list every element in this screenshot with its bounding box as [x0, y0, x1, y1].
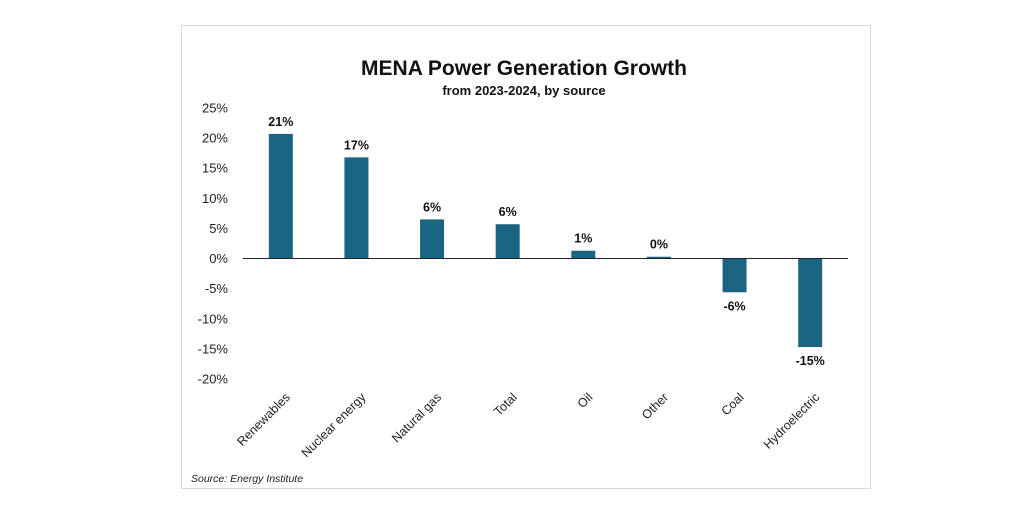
data-label: 17% [344, 138, 369, 152]
data-label: -6% [723, 299, 745, 313]
category-label: Coal [719, 390, 747, 418]
chart-subtitle: from 2023-2024, by source [442, 83, 605, 98]
y-tick-label: 10% [202, 191, 228, 206]
chart-title: MENA Power Generation Growth [361, 57, 687, 80]
bar [798, 258, 823, 348]
bars [268, 133, 823, 348]
y-tick-label: 20% [202, 131, 228, 146]
bar [495, 224, 520, 259]
category-label: Nuclear energy [299, 390, 369, 460]
category-label: Renewables [234, 390, 293, 449]
data-labels: 21% 17% 6% 6% 1% 0% -6% -15% [268, 115, 824, 368]
category-label: Natural gas [389, 390, 444, 445]
bar [420, 219, 445, 259]
category-label: Other [639, 390, 671, 422]
data-label: 0% [650, 238, 668, 252]
category-labels: Renewables Nuclear energy Natural gas Total… [234, 390, 822, 460]
y-tick-label: -10% [198, 311, 229, 326]
bar [722, 258, 747, 293]
y-tick-label: -5% [205, 281, 229, 296]
bar [268, 133, 293, 259]
y-axis-ticks: 25% 20% 15% 10% 5% 0% -5% -10% -15% -20% [198, 101, 229, 387]
bar [571, 250, 596, 259]
category-label: Hydroelectric [761, 390, 822, 451]
bar [344, 157, 369, 259]
category-label: Total [491, 390, 520, 419]
category-label: Oil [575, 390, 596, 411]
bar [646, 256, 671, 259]
source-note: Source: Energy Institute [191, 473, 303, 485]
data-label: 6% [499, 205, 517, 219]
y-tick-label: 15% [202, 161, 228, 176]
data-label: 1% [574, 232, 592, 246]
y-tick-label: -15% [198, 341, 229, 356]
chart-frame [181, 25, 871, 489]
y-tick-label: -20% [198, 372, 229, 387]
data-label: -15% [796, 354, 825, 368]
y-tick-label: 5% [209, 221, 228, 236]
data-label: 21% [268, 115, 293, 129]
y-tick-label: 25% [202, 101, 228, 116]
y-tick-label: 0% [209, 251, 228, 266]
data-label: 6% [423, 200, 441, 214]
